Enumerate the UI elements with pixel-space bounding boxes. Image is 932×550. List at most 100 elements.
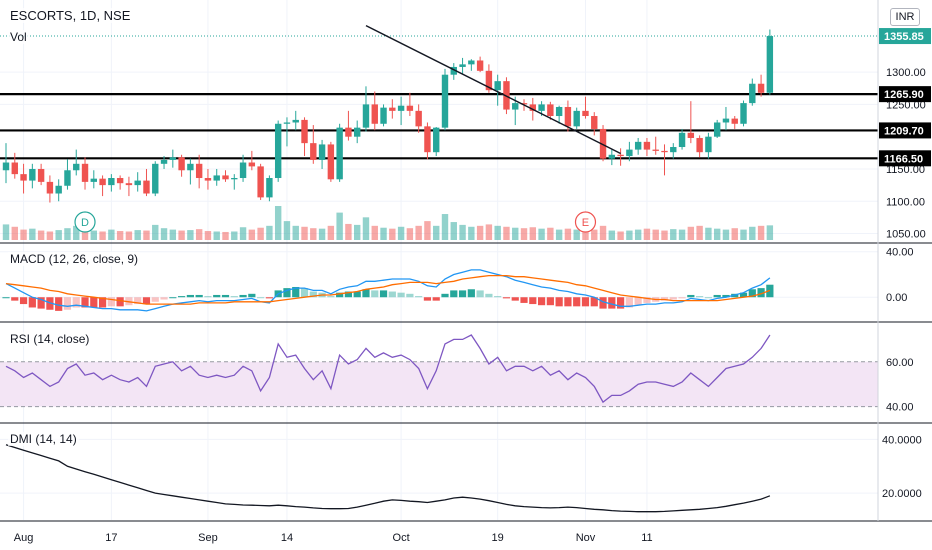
macd-histogram-bar	[748, 289, 756, 298]
trendline[interactable]	[365, 24, 621, 155]
symbol-line: ESCORTS, 1D, NSE	[10, 8, 131, 23]
time-tick-label: Aug	[14, 532, 34, 544]
candle-body	[433, 127, 440, 153]
volume-bar	[2, 224, 10, 240]
volume-legend[interactable]: Vol	[8, 30, 29, 44]
macd-histogram-bar	[485, 293, 493, 298]
trendline-segment	[365, 24, 621, 155]
macd-histogram-bar	[55, 297, 63, 311]
macd-histogram-bar	[687, 294, 695, 298]
candle-body	[204, 178, 212, 181]
volume-bar	[327, 225, 335, 240]
macd-histogram-bar	[441, 293, 449, 298]
macd-histogram-bar	[757, 288, 765, 298]
volume-bar	[204, 231, 212, 240]
pane-separators[interactable]	[0, 0, 932, 522]
volume-bar	[450, 222, 457, 240]
volume-bar	[705, 227, 712, 240]
candle-body	[459, 64, 466, 67]
macd-histogram-bar	[467, 289, 475, 298]
symbol-legend[interactable]: ESCORTS, 1D, NSE	[8, 8, 133, 23]
candle-body	[547, 104, 554, 117]
candle-body	[160, 159, 168, 164]
volume-bar	[397, 226, 405, 240]
macd-histogram-bar	[476, 290, 484, 298]
candle-body	[705, 136, 712, 153]
candle-body	[687, 132, 695, 138]
macd-histogram-bar	[134, 297, 142, 305]
volume-bar	[257, 227, 264, 240]
macd-histogram-bar	[98, 297, 107, 308]
macd-histogram-bar	[379, 290, 388, 298]
volume-bar	[231, 231, 238, 240]
macd-histogram-bar	[72, 297, 80, 308]
volume-bar	[731, 228, 738, 240]
macd-histogram-bar	[722, 294, 730, 298]
macd-histogram-bar	[432, 297, 440, 301]
macd-histogram-bar	[81, 297, 89, 308]
candle-body	[257, 166, 264, 198]
signal-line	[5, 274, 771, 305]
event-marker-label: E	[582, 217, 589, 229]
macd-histogram-bar	[388, 291, 396, 298]
candle-body	[108, 178, 115, 186]
volume-bar	[73, 225, 80, 240]
level-price-label-bg	[879, 150, 931, 167]
candle-body	[2, 162, 10, 171]
candle-body	[55, 185, 62, 194]
dmi-legend[interactable]: DMI (14, 14)	[8, 432, 79, 446]
volume-label: Vol	[10, 30, 27, 44]
dmi-line	[5, 444, 771, 513]
candle-body	[125, 183, 133, 186]
candle-body	[239, 162, 247, 179]
price-tick-label: 1050.00	[886, 229, 926, 241]
time-tick-label: 17	[105, 532, 117, 544]
time-tick-label: Oct	[393, 532, 410, 544]
candle-body	[274, 123, 282, 179]
volume-bar	[336, 212, 343, 240]
time-tick-label: 14	[281, 532, 293, 544]
volume-bar	[11, 226, 18, 240]
candle-body	[389, 107, 396, 111]
candle-body	[608, 154, 616, 159]
candle-body	[520, 103, 528, 105]
candle-body	[116, 178, 124, 184]
volume-bar	[29, 228, 36, 240]
macd-histogram-bar	[415, 296, 423, 298]
macd-histogram-bar	[608, 297, 616, 309]
candle-body	[292, 119, 299, 123]
rsi-legend[interactable]: RSI (14, close)	[8, 332, 92, 346]
macd-histogram-bar	[599, 297, 607, 309]
macd-pane	[2, 269, 774, 312]
macd-histogram-bar	[327, 296, 335, 298]
dmi-label: DMI (14, 14)	[10, 432, 77, 446]
macd-histogram-bar	[669, 297, 677, 300]
candle-body	[696, 137, 703, 153]
volume-bar	[555, 229, 563, 240]
candle-body	[468, 60, 475, 65]
volume-bar	[573, 229, 580, 240]
volume-bar	[749, 226, 756, 240]
candle-body	[713, 122, 721, 137]
candle-body	[266, 178, 273, 198]
volume-bar	[424, 221, 431, 240]
volume-bar	[169, 229, 177, 240]
currency-badge[interactable]: INR	[890, 8, 920, 26]
macd-legend[interactable]: MACD (12, 26, close, 9)	[8, 252, 141, 266]
candle-body	[582, 110, 589, 117]
volume-bar	[670, 229, 677, 240]
candle-body	[494, 81, 501, 91]
candle-body	[152, 163, 159, 194]
macd-histogram-bar	[625, 297, 633, 308]
candle-body	[318, 144, 326, 160]
candle-body	[222, 175, 229, 180]
volume-bar	[213, 231, 220, 240]
macd-histogram-bar	[292, 286, 300, 298]
macd-histogram-bar	[221, 294, 230, 298]
candle-body	[634, 141, 642, 150]
macd-histogram-bar	[186, 294, 194, 298]
macd-histogram-bar	[151, 297, 159, 302]
dmi-pane	[5, 444, 771, 513]
